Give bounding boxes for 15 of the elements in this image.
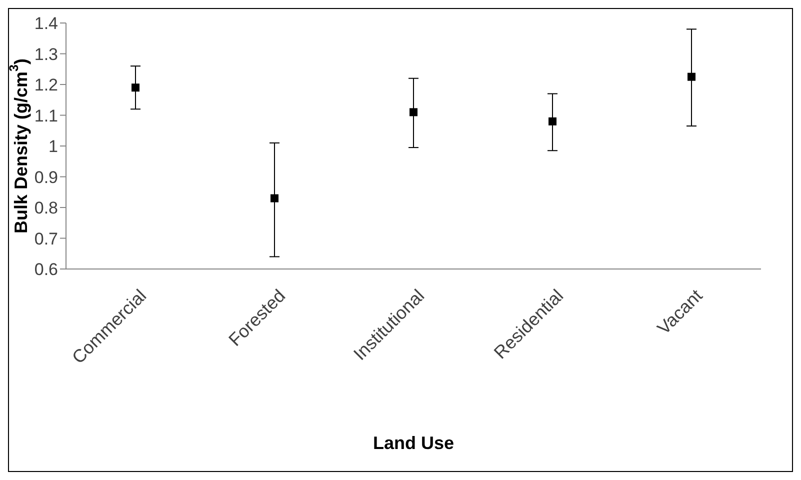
point: [132, 84, 140, 92]
y-tick-label: 1: [48, 137, 58, 156]
x-axis-title: Land Use: [372, 433, 454, 453]
y-tick-label: 0.9: [34, 168, 58, 187]
y-tick-label: 0.8: [34, 198, 58, 218]
point: [270, 194, 278, 202]
y-tick-label: 1.4: [34, 14, 58, 34]
point: [410, 108, 418, 116]
y-tick-label: 0.7: [34, 229, 58, 248]
y-tick-label: 1.1: [34, 106, 58, 126]
y-tick-label: 0.6: [34, 260, 58, 280]
y-tick-label: 1.3: [34, 44, 58, 64]
point: [688, 72, 696, 81]
point: [548, 117, 556, 126]
y-tick-label: 1.2: [34, 76, 58, 95]
